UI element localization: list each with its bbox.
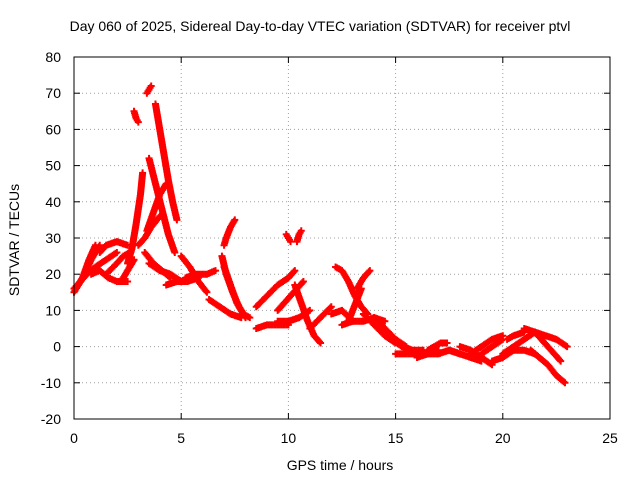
data-point xyxy=(246,314,254,322)
data-point xyxy=(173,216,181,224)
series-arc-13 xyxy=(143,180,170,235)
data-point xyxy=(327,303,335,311)
series-arc-20 xyxy=(205,296,245,322)
y-tick-label: 0 xyxy=(53,339,61,355)
data-point xyxy=(130,256,138,264)
series-arc-9 xyxy=(130,107,142,126)
data-point xyxy=(366,267,374,275)
chart-title: Day 060 of 2025, Sidereal Day-to-day VTE… xyxy=(69,18,571,34)
series-arc-28 xyxy=(293,227,305,246)
series-arc-35 xyxy=(353,267,374,293)
data-point xyxy=(212,267,220,275)
series-arc-8 xyxy=(117,256,138,285)
series-arc-53 xyxy=(510,346,539,358)
series-arc-23 xyxy=(220,263,254,322)
y-tick-label: 70 xyxy=(45,85,61,101)
data-point xyxy=(365,268,373,276)
series-arc-31 xyxy=(274,306,314,325)
data-point xyxy=(561,379,569,387)
x-axis-label: GPS time / hours xyxy=(286,457,394,473)
x-tick-label: 25 xyxy=(602,430,618,446)
data-point xyxy=(317,339,325,347)
data-point xyxy=(96,241,104,249)
y-tick-label: 40 xyxy=(45,194,61,210)
series-arc-14 xyxy=(134,212,164,249)
data-point xyxy=(560,378,568,386)
series-arc-43 xyxy=(445,346,485,365)
series-arc-52 xyxy=(527,346,569,387)
data-point xyxy=(291,267,299,275)
data-point xyxy=(563,343,571,351)
series-arc-27 xyxy=(282,230,295,246)
data-point xyxy=(139,169,147,177)
x-tick-label: 15 xyxy=(388,430,404,446)
data-point xyxy=(124,277,132,285)
data-point xyxy=(162,180,170,188)
x-tick-label: 5 xyxy=(177,430,185,446)
series-arc-19 xyxy=(177,252,211,296)
series-arc-10 xyxy=(143,82,155,97)
x-tick-label: 0 xyxy=(70,430,78,446)
data-point xyxy=(113,248,121,256)
series-arc-4 xyxy=(96,238,132,256)
data-point xyxy=(203,288,211,296)
data-point xyxy=(171,248,179,256)
data-point xyxy=(298,279,306,287)
data-point xyxy=(147,82,155,90)
x-tick-label: 10 xyxy=(281,430,297,446)
data-point xyxy=(326,304,334,312)
series-arc-7 xyxy=(124,169,147,267)
y-tick-label: 10 xyxy=(45,302,61,318)
series-arc-30 xyxy=(306,303,335,332)
y-tick-label: 20 xyxy=(45,266,61,282)
series-arc-25 xyxy=(252,267,299,311)
series-arc-24 xyxy=(252,321,292,332)
series-arc-42 xyxy=(424,339,451,354)
y-tick-label: 80 xyxy=(45,49,61,65)
y-tick-label: 30 xyxy=(45,230,61,246)
data-point xyxy=(443,339,451,347)
data-point xyxy=(290,268,298,276)
data-point xyxy=(287,238,295,246)
series-arc-12 xyxy=(151,100,181,224)
data-point xyxy=(156,212,164,220)
y-tick-label: 60 xyxy=(45,121,61,137)
y-tick-label: -10 xyxy=(41,375,61,391)
data-point xyxy=(381,317,389,325)
data-point xyxy=(299,277,307,285)
data-point xyxy=(557,357,565,365)
data-point xyxy=(231,216,239,224)
series-arc-21 xyxy=(220,216,239,249)
axis-ticks: 0 5 10 15 20 25 -20 -10 0 10 20 30 40 50 60 70 80 xyxy=(41,49,618,446)
x-tick-label: 20 xyxy=(495,430,511,446)
data-point xyxy=(556,356,564,364)
y-tick-label: 50 xyxy=(45,158,61,174)
data-points xyxy=(70,82,571,387)
y-tick-label: -20 xyxy=(41,411,61,427)
data-point xyxy=(306,306,314,314)
data-point xyxy=(315,338,323,346)
series-arc-3 xyxy=(74,241,104,289)
series-arc-51 xyxy=(531,328,565,365)
data-point xyxy=(531,350,539,358)
data-point xyxy=(134,118,142,126)
data-point xyxy=(297,227,305,235)
